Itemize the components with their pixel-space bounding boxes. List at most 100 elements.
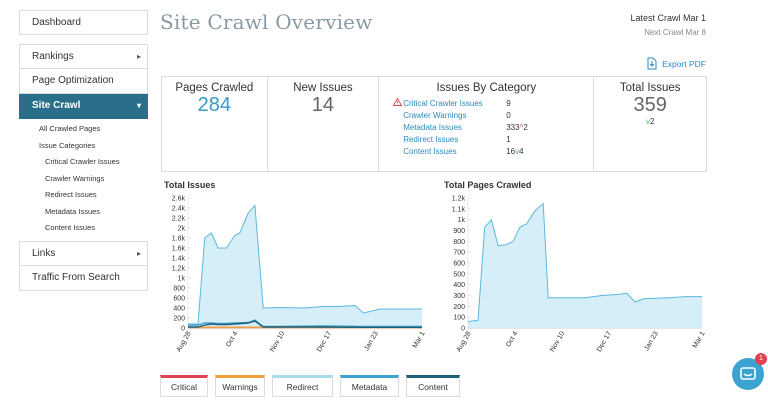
category-link-redirect[interactable]: Redirect Issues [403, 135, 459, 144]
legend-item-critical[interactable]: Critical [160, 375, 208, 397]
submenu-item-issue-categories[interactable]: Issue Categories [39, 140, 96, 150]
submenu-item-crawler-warnings[interactable]: Crawler Warnings [45, 173, 105, 183]
sidebar-item-traffic-from-search[interactable]: Traffic From Search [19, 265, 148, 291]
legend-item-metadata[interactable]: Metadata [340, 375, 399, 397]
y-tick-label: 400 [173, 306, 185, 313]
category-delta: 2 [523, 123, 528, 132]
chart-legend: Critical Warnings Redirect Metadata Cont… [160, 375, 460, 397]
pages-crawled-chart: 1.2k 1.1k 1k 900 800 700 600 500 400 300 200 100 0Au… [452, 196, 707, 354]
y-tick-label: 500 [453, 271, 465, 278]
y-tick-label: 1.4k [172, 256, 186, 263]
table-row: Critical Crawler Issues 9 [392, 97, 528, 110]
total-issues-value: 359 [633, 94, 667, 116]
category-value: 333 [506, 123, 520, 132]
category-link-critical[interactable]: Critical Crawler Issues [403, 99, 483, 108]
submenu-item-all-crawled-pages[interactable]: All Crawled Pages [39, 124, 101, 133]
category-delta: 4 [519, 147, 524, 156]
sidebar-item-label: Traffic From Search [32, 271, 120, 283]
x-tick-label: Mar 1 [412, 330, 427, 349]
submenu-item-metadata-issues[interactable]: Metadata Issues [45, 206, 101, 216]
table-row: Metadata Issues 333^2 [393, 122, 528, 134]
x-tick-label: Oct 4 [225, 330, 239, 348]
trend-up-icon: ^ [519, 123, 524, 132]
sidebar-item-label: Site Crawl [32, 100, 81, 111]
x-tick-label: Jan 23 [643, 330, 660, 352]
sidebar-item-label: Rankings [32, 51, 74, 62]
category-value: 0 [506, 111, 511, 120]
sidebar-item-label: Dashboard [32, 17, 81, 28]
x-tick-label: Aug 28 [176, 330, 193, 353]
sidebar-item-site-crawl[interactable]: Site Crawl ▾ [19, 94, 148, 119]
trend-down-icon: v [645, 117, 650, 126]
series-area-redirect [188, 205, 422, 328]
y-tick-label: 1k [178, 276, 186, 283]
trend-down-icon: v [515, 147, 520, 156]
sidebar-item-dashboard[interactable]: Dashboard [19, 10, 148, 35]
y-tick-label: 100 [453, 315, 465, 322]
chat-bubble-icon [740, 367, 756, 380]
chart-title-pages-crawled: Total Pages Crawled [444, 180, 532, 190]
y-tick-label: 1.8k [172, 236, 186, 243]
pages-crawled-label: Pages Crawled [175, 82, 254, 94]
series-area-pages-crawled [468, 203, 702, 328]
y-tick-label: 1k [458, 217, 466, 224]
latest-crawl-date: Latest Crawl Mar 1 [630, 13, 706, 23]
category-link-content[interactable]: Content Issues [403, 147, 457, 156]
download-icon [647, 57, 657, 70]
sidebar-item-rankings[interactable]: Rankings ▸ [19, 44, 148, 69]
issues-by-category-card: Issues By Category Critical Crawler Issu… [379, 77, 595, 171]
new-issues-card: New Issues 14 [268, 77, 380, 171]
legend-item-warnings[interactable]: Warnings [215, 375, 265, 397]
issues-category-table: Critical Crawler Issues 9 Crawler Warnin… [392, 97, 528, 158]
chevron-right-icon: ▸ [136, 248, 141, 258]
legend-item-content[interactable]: Content [406, 375, 460, 397]
y-tick-label: 1.1k [452, 206, 466, 213]
y-tick-label: 2.2k [172, 216, 186, 223]
category-link-metadata[interactable]: Metadata Issues [403, 123, 462, 132]
new-issues-value: 14 [311, 94, 335, 116]
y-tick-label: 1.6k [172, 246, 186, 253]
total-issues-card: Total Issues 359 v2 [594, 77, 706, 171]
export-pdf-button[interactable]: Export PDF [647, 57, 706, 70]
pages-crawled-value[interactable]: 284 [197, 94, 231, 116]
series-line-pages-crawled [467, 202, 702, 322]
warning-icon [392, 97, 403, 106]
y-tick-label: 900 [453, 228, 465, 235]
category-link-warnings[interactable]: Crawler Warnings [403, 111, 467, 120]
y-tick-label: 0 [461, 326, 465, 333]
issues-by-category-label: Issues By Category [436, 82, 537, 94]
total-issues-chart: 2.6k 2.4k 2.2k 2k 1.8k 1.6k 1.4k 1.2k 1k 800 600 40… [172, 196, 427, 354]
category-value: 1 [506, 135, 511, 144]
summary-panel: Pages Crawled 284 New Issues 14 Issues B… [161, 76, 707, 172]
y-tick-label: 1.2k [172, 266, 186, 273]
page-title: Site Crawl Overview [160, 10, 373, 34]
table-row: Redirect Issues 1 [393, 134, 528, 146]
total-issues-delta: 2 [649, 117, 655, 126]
next-crawl-date: Next Crawl Mar 8 [644, 28, 706, 37]
y-tick-label: 1.2k [452, 196, 466, 203]
submenu-item-critical-crawler-issues[interactable]: Critical Crawler Issues [45, 157, 120, 166]
table-row: Crawler Warnings 0 [393, 110, 528, 122]
x-tick-label: Aug 28 [456, 330, 473, 353]
sidebar-item-links[interactable]: Links ▸ [19, 240, 148, 266]
chart-title-total-issues: Total Issues [164, 180, 216, 190]
y-tick-label: 2.4k [172, 206, 186, 213]
x-tick-label: Dec 17 [316, 330, 333, 353]
series-line-content [188, 320, 422, 328]
chevron-right-icon: ▸ [136, 52, 141, 61]
submenu-item-content-issues[interactable]: Content Issues [45, 223, 96, 232]
sidebar-item-page-optimization[interactable]: Page Optimization [19, 69, 148, 94]
y-tick-label: 2k [178, 226, 186, 233]
legend-item-redirect[interactable]: Redirect [272, 375, 333, 397]
x-tick-label: Dec 17 [596, 330, 613, 353]
export-pdf-label: Export PDF [662, 58, 706, 69]
y-tick-label: 600 [453, 261, 465, 268]
sidebar-item-label: Links [32, 247, 56, 259]
total-issues-label: Total Issues [619, 82, 681, 94]
x-tick-label: Mar 1 [692, 330, 707, 349]
y-tick-label: 800 [173, 286, 185, 293]
pages-crawled-card: Pages Crawled 284 [162, 77, 268, 171]
y-tick-label: 800 [453, 239, 465, 246]
submenu-item-redirect-issues[interactable]: Redirect Issues [45, 190, 97, 199]
x-tick-label: Nov 10 [269, 330, 286, 353]
